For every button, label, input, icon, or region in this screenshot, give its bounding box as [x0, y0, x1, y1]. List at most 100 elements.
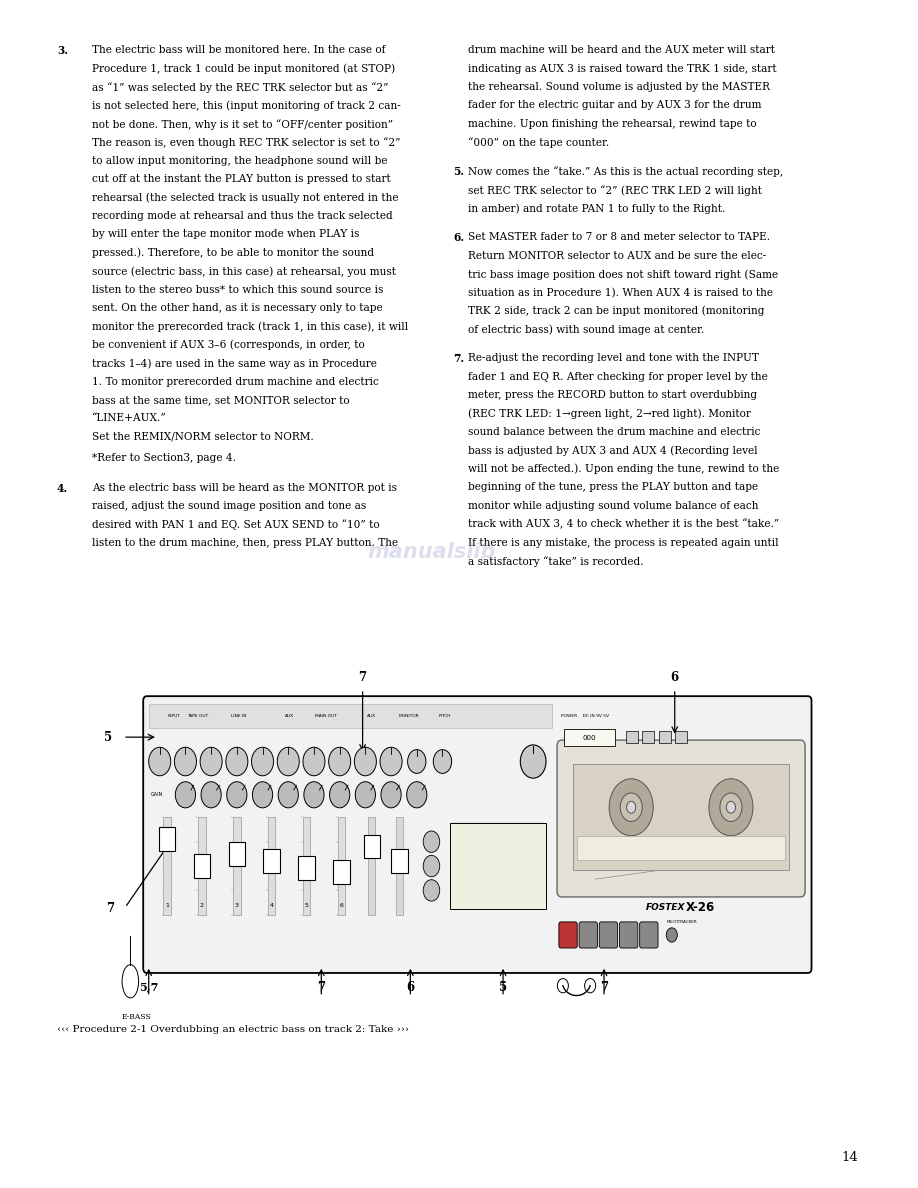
Text: 6: 6	[407, 981, 414, 993]
FancyBboxPatch shape	[557, 740, 805, 897]
Text: 14: 14	[842, 1151, 858, 1164]
Bar	[163, 817, 171, 915]
Text: *Refer to Section3, page 4.: *Refer to Section3, page 4.	[92, 454, 236, 463]
Text: 5,7: 5,7	[139, 981, 159, 993]
Text: rehearsal (the selected track is usually not entered in the: rehearsal (the selected track is usually…	[92, 192, 398, 203]
Text: indicating as AUX 3 is raised toward the TRK 1 side, start: indicating as AUX 3 is raised toward the…	[468, 63, 777, 74]
Text: tracks 1–4) are used in the same way as in Procedure: tracks 1–4) are used in the same way as …	[92, 358, 376, 368]
Text: be convenient if AUX 3–6 (corresponds, in order, to: be convenient if AUX 3–6 (corresponds, i…	[92, 340, 364, 350]
Text: 1. To monitor prerecorded drum machine and electric: 1. To monitor prerecorded drum machine a…	[92, 377, 379, 386]
FancyBboxPatch shape	[599, 922, 618, 948]
Bar	[565, 729, 615, 746]
Text: 5: 5	[499, 981, 507, 993]
Text: not be done. Then, why is it set to “OFF/center position”: not be done. Then, why is it set to “OFF…	[92, 119, 393, 129]
Text: ‹‹‹ Procedure 2-1 Overdubbing an electric bass on track 2: Take ›››: ‹‹‹ Procedure 2-1 Overdubbing an electri…	[57, 1025, 409, 1035]
Circle shape	[381, 782, 401, 808]
Bar	[396, 817, 403, 915]
Text: 7: 7	[359, 671, 366, 683]
Text: cut off at the instant the PLAY button is pressed to start: cut off at the instant the PLAY button i…	[92, 173, 390, 184]
Bar	[338, 817, 345, 915]
Text: will not be affected.). Upon ending the tune, rewind to the: will not be affected.). Upon ending the …	[468, 463, 779, 474]
Text: 4: 4	[270, 903, 274, 908]
Text: MULTITRACKER: MULTITRACKER	[667, 920, 698, 923]
Circle shape	[355, 782, 375, 808]
Text: Set the REMIX/NORM selector to NORM.: Set the REMIX/NORM selector to NORM.	[92, 431, 314, 442]
Text: As the electric bass will be heard as the MONITOR pot is: As the electric bass will be heard as th…	[92, 482, 397, 493]
Text: the rehearsal. Sound volume is adjusted by the MASTER: the rehearsal. Sound volume is adjusted …	[468, 82, 770, 91]
Circle shape	[252, 782, 273, 808]
Text: 000: 000	[582, 734, 596, 741]
Bar	[368, 817, 375, 915]
Text: E-BASS: E-BASS	[122, 1013, 151, 1022]
Text: sent. On the other hand, as it is necessary only to tape: sent. On the other hand, as it is necess…	[92, 303, 383, 312]
Text: TAPE OUT: TAPE OUT	[186, 714, 208, 719]
Text: FOSTEX: FOSTEX	[646, 903, 686, 912]
Text: 1: 1	[165, 903, 169, 908]
Circle shape	[433, 750, 452, 773]
Text: pressed.). Therefore, to be able to monitor the sound: pressed.). Therefore, to be able to moni…	[92, 247, 374, 258]
Text: INPUT: INPUT	[168, 714, 181, 719]
Circle shape	[521, 745, 546, 778]
Text: The electric bass will be monitored here. In the case of: The electric bass will be monitored here…	[92, 45, 386, 55]
Text: to allow input monitoring, the headphone sound will be: to allow input monitoring, the headphone…	[92, 156, 387, 165]
Text: “LINE+AUX.”: “LINE+AUX.”	[92, 413, 166, 423]
Text: 5: 5	[305, 903, 308, 908]
Text: 2: 2	[200, 903, 204, 908]
Bar	[391, 849, 408, 873]
Text: 6.: 6.	[453, 232, 465, 244]
Text: of electric bass) with sound image at center.: of electric bass) with sound image at ce…	[468, 324, 704, 335]
Circle shape	[726, 801, 735, 813]
Text: 7: 7	[600, 981, 608, 993]
Text: track with AUX 3, 4 to check whether it is the best “take.”: track with AUX 3, 4 to check whether it …	[468, 519, 779, 530]
Text: “000” on the tape counter.: “000” on the tape counter.	[468, 137, 610, 148]
Bar	[643, 731, 655, 742]
Circle shape	[380, 747, 402, 776]
Text: in amber) and rotate PAN 1 to fully to the Right.: in amber) and rotate PAN 1 to fully to t…	[468, 203, 725, 214]
Text: bass is adjusted by AUX 3 and AUX 4 (Recording level: bass is adjusted by AUX 3 and AUX 4 (Rec…	[468, 446, 757, 456]
Text: 7: 7	[318, 981, 325, 993]
Text: AUX: AUX	[151, 759, 161, 764]
Bar	[626, 731, 638, 742]
Text: 6: 6	[340, 903, 343, 908]
Circle shape	[423, 832, 440, 853]
FancyBboxPatch shape	[579, 922, 598, 948]
Text: Set MASTER fader to 7 or 8 and meter selector to TAPE.: Set MASTER fader to 7 or 8 and meter sel…	[468, 232, 770, 242]
Circle shape	[408, 750, 426, 773]
Text: as “1” was selected by the REC TRK selector but as “2”: as “1” was selected by the REC TRK selec…	[92, 82, 388, 93]
Text: 3.: 3.	[57, 45, 68, 56]
Circle shape	[252, 747, 274, 776]
Text: monitor the prerecorded track (track 1, in this case), it will: monitor the prerecorded track (track 1, …	[92, 321, 408, 331]
Text: monitor while adjusting sound volume balance of each: monitor while adjusting sound volume bal…	[468, 500, 758, 511]
Text: 5.: 5.	[453, 166, 465, 177]
Text: by will enter the tape monitor mode when PLAY is: by will enter the tape monitor mode when…	[92, 229, 359, 239]
Circle shape	[304, 782, 324, 808]
Text: beginning of the tune, press the PLAY button and tape: beginning of the tune, press the PLAY bu…	[468, 482, 758, 492]
Circle shape	[175, 782, 196, 808]
Text: AUX: AUX	[285, 714, 294, 719]
Circle shape	[303, 747, 325, 776]
Circle shape	[149, 747, 171, 776]
Circle shape	[407, 782, 427, 808]
Text: fader for the electric guitar and by AUX 3 for the drum: fader for the electric guitar and by AUX…	[468, 101, 762, 110]
Text: Return MONITOR selector to AUX and be sure the elec-: Return MONITOR selector to AUX and be su…	[468, 251, 767, 260]
Text: set REC TRK selector to “2” (REC TRK LED 2 will light: set REC TRK selector to “2” (REC TRK LED…	[468, 184, 762, 196]
Text: MAIN OUT: MAIN OUT	[315, 714, 337, 719]
Text: If there is any mistake, the process is repeated again until: If there is any mistake, the process is …	[468, 537, 778, 548]
Circle shape	[627, 801, 636, 813]
Circle shape	[423, 879, 440, 902]
Text: MONITOR: MONITOR	[398, 714, 419, 719]
Circle shape	[227, 782, 247, 808]
Text: listen to the drum machine, then, press PLAY button. The: listen to the drum machine, then, press …	[92, 538, 397, 548]
Circle shape	[709, 779, 753, 836]
Text: GAIN: GAIN	[151, 792, 162, 797]
FancyBboxPatch shape	[620, 922, 638, 948]
Bar	[233, 817, 241, 915]
Text: manualslib: manualslib	[367, 543, 496, 562]
Circle shape	[277, 747, 299, 776]
Text: meter, press the RECORD button to start overdubbing: meter, press the RECORD button to start …	[468, 390, 757, 400]
Text: recording mode at rehearsal and thus the track selected: recording mode at rehearsal and thus the…	[92, 210, 393, 221]
FancyBboxPatch shape	[143, 696, 812, 973]
Circle shape	[278, 782, 298, 808]
Circle shape	[610, 779, 654, 836]
Text: fader 1 and EQ R. After checking for proper level by the: fader 1 and EQ R. After checking for pro…	[468, 372, 768, 381]
